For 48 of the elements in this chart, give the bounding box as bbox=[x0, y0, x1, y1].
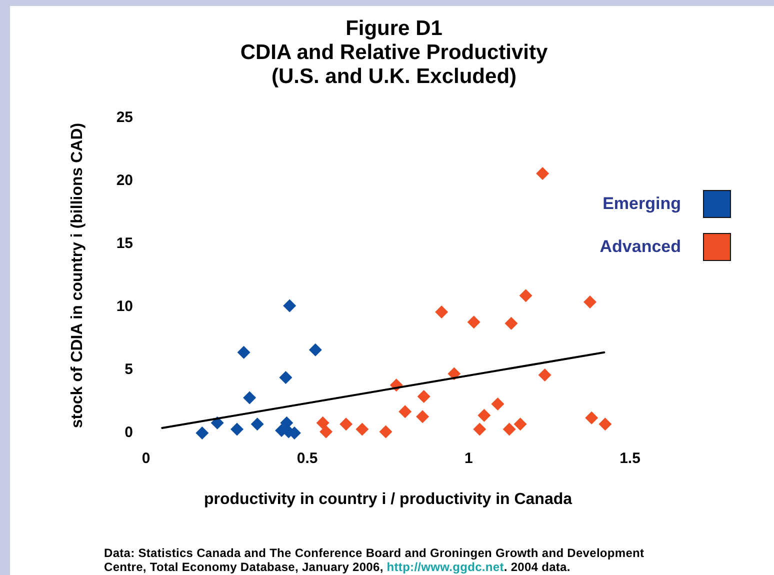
x-axis-title: productivity in country i / productivity in Canada bbox=[204, 490, 572, 508]
point bbox=[356, 422, 369, 436]
point bbox=[283, 299, 296, 312]
text: Data: Statistics Canada and The Conference Board and Groningen Growth and Development Centre, Total Economy Database, January 2006, http://www.ggdc.net. 2004 data. bbox=[104, 546, 646, 574]
point bbox=[514, 418, 527, 431]
chart-title: Figure D1 bbox=[344, 17, 444, 41]
point bbox=[538, 368, 552, 382]
y-tick-label: 25 bbox=[116, 109, 133, 126]
chart-subtitle: CDIA and Relative Productivity (U.S. and U.K. Excluded) bbox=[239, 41, 549, 89]
y-tick-label: 0 bbox=[124, 424, 133, 442]
point bbox=[502, 422, 516, 436]
point bbox=[379, 425, 392, 438]
point bbox=[435, 306, 448, 319]
point bbox=[279, 371, 292, 384]
point bbox=[519, 289, 532, 302]
y-tick-label: 5 bbox=[124, 361, 133, 378]
point bbox=[250, 418, 264, 431]
y-tick-label: 20 bbox=[116, 172, 133, 190]
y-tick-label: 10 bbox=[116, 298, 133, 316]
point bbox=[491, 398, 504, 411]
point bbox=[504, 316, 518, 330]
point bbox=[416, 410, 430, 424]
point bbox=[417, 390, 430, 403]
y-tick-label: 15 bbox=[116, 235, 133, 252]
legend-label: Emerging bbox=[602, 194, 681, 214]
x-tick-label: 1.5 bbox=[620, 450, 640, 468]
point bbox=[585, 411, 598, 424]
point bbox=[243, 391, 256, 404]
point bbox=[340, 418, 353, 431]
point bbox=[536, 166, 550, 180]
point bbox=[320, 425, 333, 438]
point bbox=[316, 416, 330, 430]
point bbox=[196, 426, 209, 440]
point bbox=[230, 422, 244, 436]
y-axis-title: stock of CDIA in country i (billions CAD) bbox=[69, 122, 86, 428]
point bbox=[308, 343, 322, 356]
point bbox=[280, 416, 294, 430]
point bbox=[478, 408, 491, 422]
x-tick-label: 0 bbox=[142, 450, 150, 468]
point bbox=[598, 418, 612, 431]
x-tick-label: 1 bbox=[464, 450, 473, 468]
point bbox=[398, 405, 412, 418]
legend-label: Advanced bbox=[600, 237, 681, 257]
point bbox=[237, 346, 250, 359]
point bbox=[473, 422, 486, 436]
point bbox=[467, 316, 480, 329]
x-tick-label: 0.5 bbox=[296, 450, 318, 468]
point bbox=[583, 295, 596, 308]
